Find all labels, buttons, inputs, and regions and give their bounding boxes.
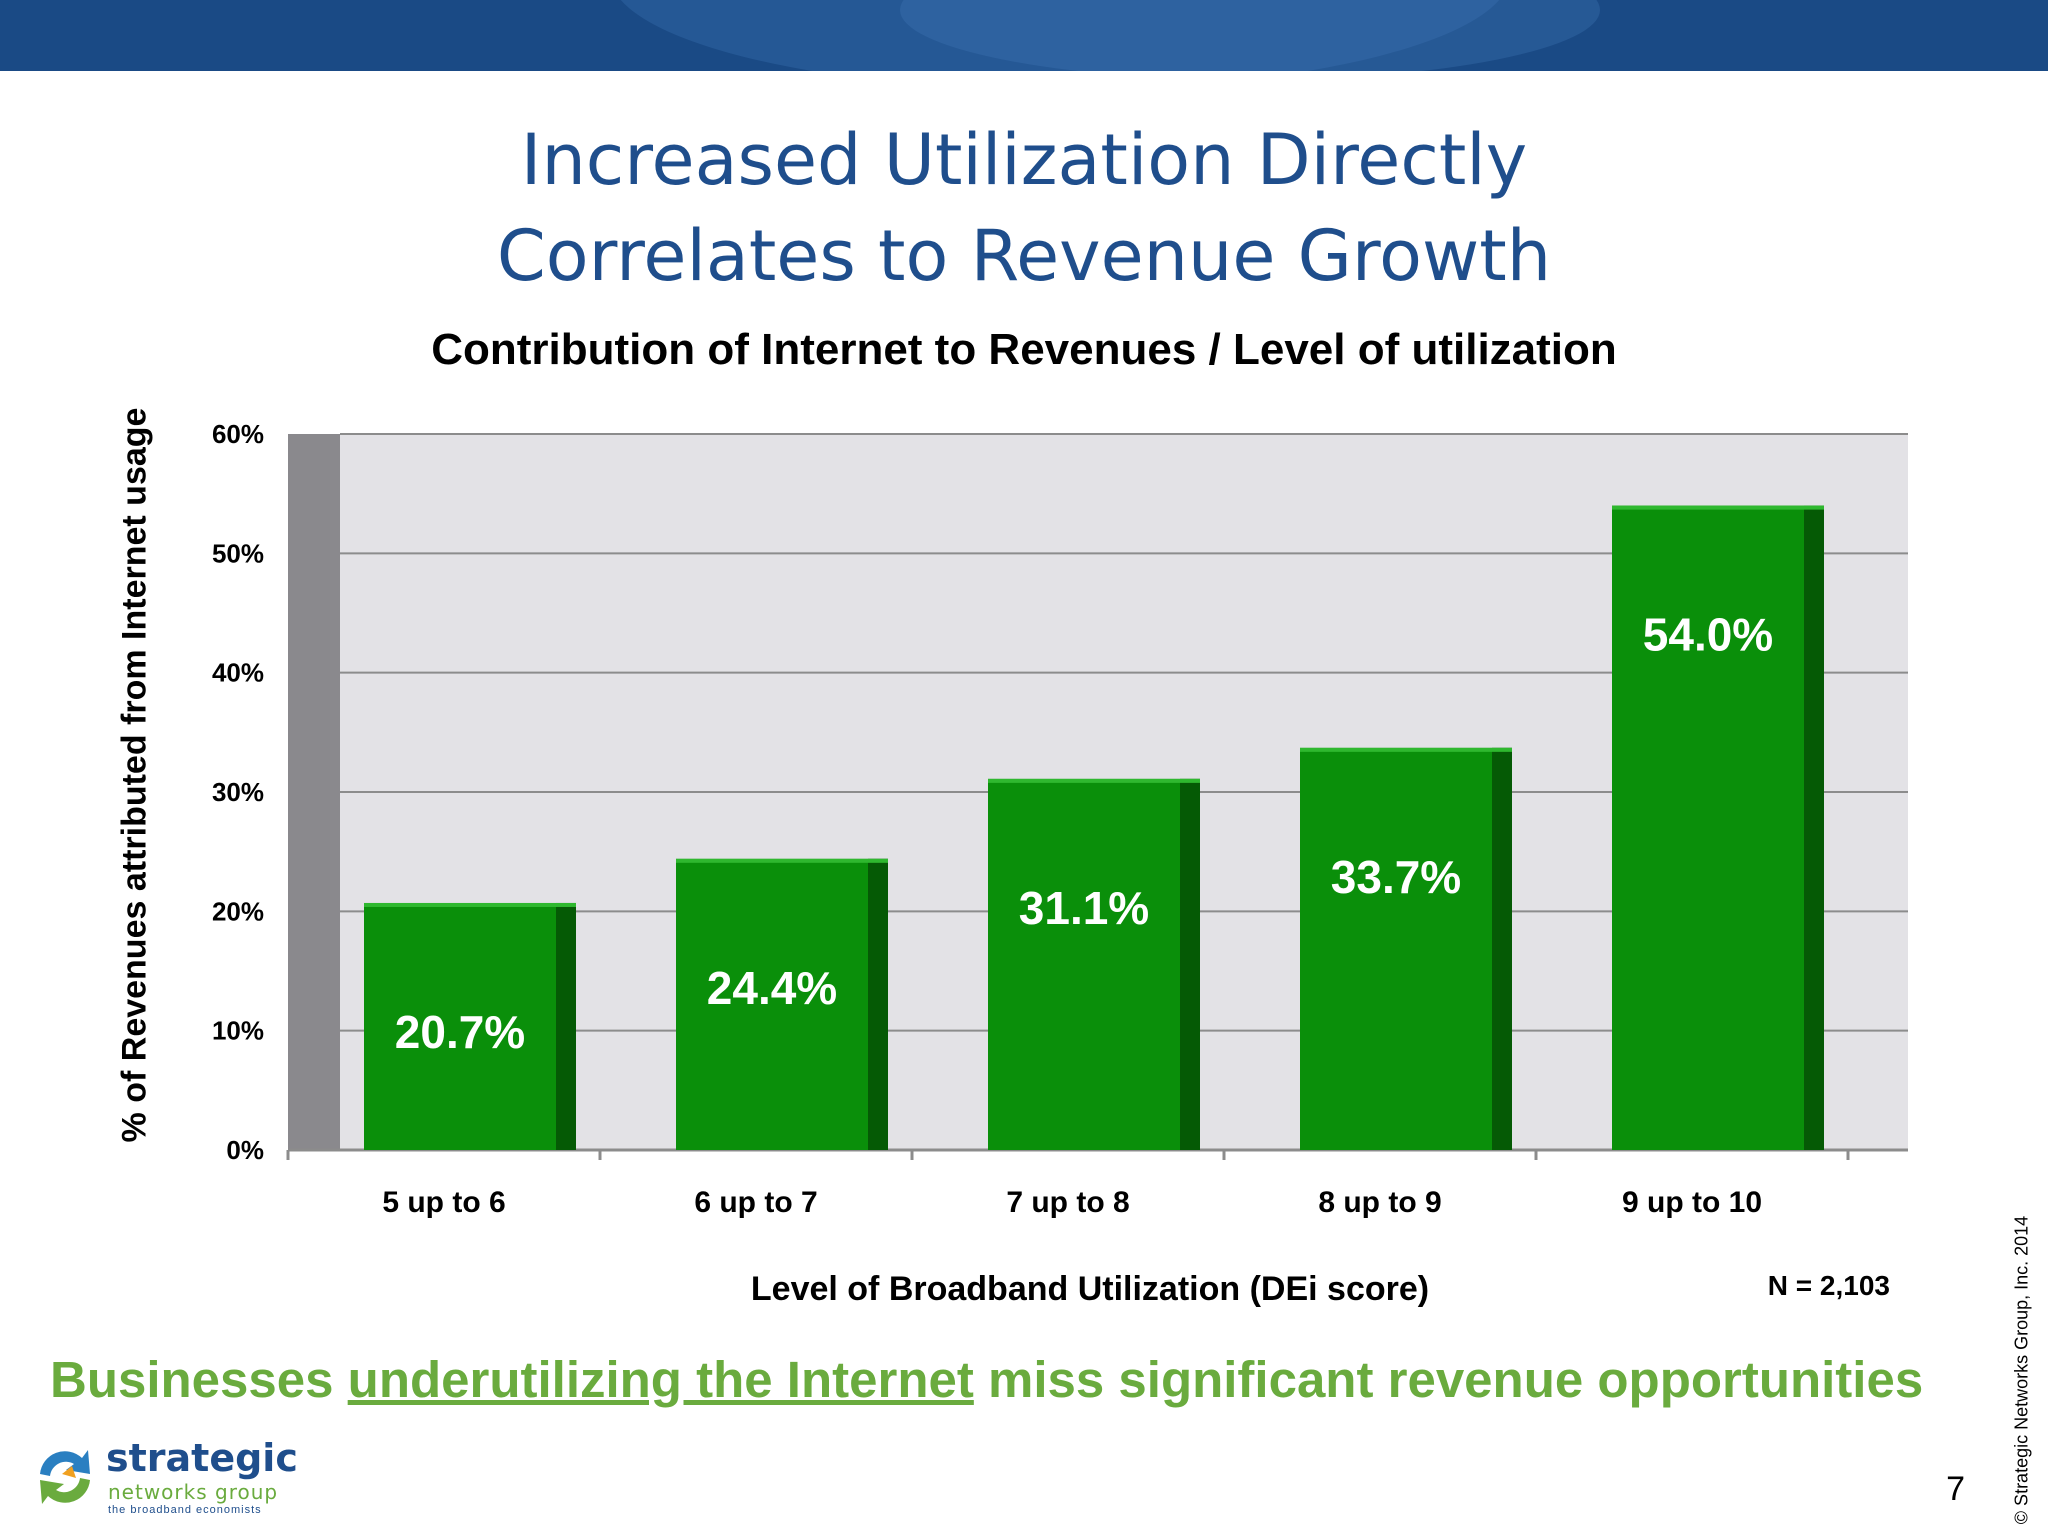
- y-tick-label: 50%: [212, 538, 264, 568]
- slide-title-line1: Increased Utilization Directly: [520, 119, 1528, 201]
- data-label: 31.1%: [1019, 882, 1149, 934]
- bar-top: [676, 858, 888, 863]
- logo-text-tagline: the broadband economists: [108, 1504, 262, 1516]
- company-logo: strategic networks group the broadband e…: [32, 1436, 298, 1516]
- bar: [1612, 505, 1824, 1151]
- x-tick-label: 6 up to 7: [694, 1186, 817, 1219]
- tagline-suffix: miss significant revenue opportunities: [988, 1351, 1924, 1408]
- slide-title: Increased Utilization Directly Correlate…: [324, 112, 1724, 304]
- y-tick-label: 60%: [212, 419, 264, 449]
- bar: [676, 858, 888, 1150]
- bar-side: [1804, 505, 1824, 1151]
- tagline-prefix: Businesses: [50, 1351, 334, 1408]
- header-swoosh: [610, 0, 1510, 71]
- data-label: 33.7%: [1331, 851, 1461, 903]
- data-label: 54.0%: [1643, 609, 1773, 661]
- y-tick-label: 0%: [226, 1135, 264, 1165]
- bar-top: [1300, 747, 1512, 752]
- tagline: Businesses underutilizing the Internet m…: [50, 1350, 2000, 1409]
- logo-text-networks-group: networks group: [108, 1480, 279, 1504]
- bar-side: [1492, 747, 1512, 1150]
- x-tick-label: 7 up to 8: [1006, 1186, 1129, 1219]
- y-tick-label: 20%: [212, 896, 264, 926]
- x-axis-label: Level of Broadband Utilization (DEi scor…: [750, 1270, 1430, 1308]
- y-tick-label: 40%: [212, 658, 264, 688]
- bar-top: [1612, 505, 1824, 510]
- chart-title: Contribution of Internet to Revenues / L…: [431, 325, 1617, 374]
- copyright-notice: © Strategic Networks Group, Inc. 2014: [2011, 1215, 2032, 1525]
- bar-side: [868, 858, 888, 1150]
- bar-side: [556, 902, 576, 1150]
- x-tick-label: 5 up to 6: [382, 1186, 505, 1219]
- x-tick-label: 8 up to 9: [1318, 1186, 1441, 1219]
- logo-arrows-icon: [40, 1450, 90, 1504]
- slide-title-line2: Correlates to Revenue Growth: [496, 215, 1552, 297]
- sample-size: N = 2,103: [1767, 1270, 1890, 1301]
- y-axis-label: % of Revenues attributed from Internet u…: [115, 407, 154, 1143]
- bar-top: [364, 902, 576, 907]
- y-tick-label: 10%: [212, 1016, 264, 1046]
- bar: [1300, 747, 1512, 1150]
- header-bar: [0, 0, 2048, 71]
- bar-chart: 0% 10% 20% 30% 40% 50% 60% 20.7% 5 up to 6 24.4% 6…: [212, 419, 1908, 1219]
- plot-side-wall: [288, 434, 340, 1150]
- y-tick-label: 30%: [212, 777, 264, 807]
- tagline-underlined: underutilizing the Internet: [347, 1351, 974, 1408]
- data-label: 24.4%: [707, 962, 837, 1014]
- x-tick-label: 9 up to 10: [1622, 1186, 1762, 1219]
- page-number: 7: [1946, 1470, 1965, 1508]
- bar: [364, 902, 576, 1150]
- bar-side: [1180, 778, 1200, 1150]
- data-label: 20.7%: [395, 1006, 525, 1058]
- logo-text-strategic: strategic: [106, 1436, 298, 1480]
- bar-top: [988, 778, 1200, 783]
- bar: [988, 778, 1200, 1150]
- header-swoosh-highlight: [900, 0, 1600, 71]
